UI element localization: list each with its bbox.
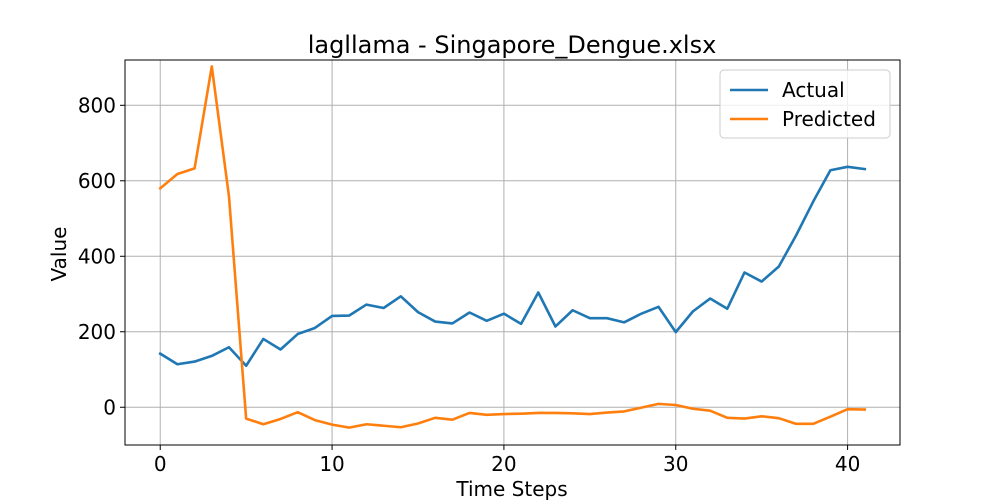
x-tick-label: 0 [154,452,167,476]
y-tick-label: 600 [78,169,116,193]
y-tick-label: 800 [78,93,116,117]
legend: Actual Predicted [719,69,891,139]
x-tick-label: 20 [491,452,516,476]
x-tick-label: 10 [319,452,344,476]
legend-label-actual: Actual [782,78,845,102]
chart-title: lagllama - Singapore_Dengue.xlsx [308,31,717,59]
series-lines [158,65,867,429]
x-axis-label: Time Steps [455,477,567,500]
plot-frame [124,59,901,446]
y-axis-label: Value [47,227,71,282]
x-tick-label: 30 [663,452,688,476]
series-line-actual [158,165,867,368]
legend-box [719,69,891,139]
x-tick-label: 40 [835,452,860,476]
y-tick-label: 400 [78,244,116,268]
series-line-predicted [158,65,867,429]
legend-label-predicted: Predicted [782,107,876,131]
y-tick-label: 0 [103,395,116,419]
y-tick-label: 200 [78,320,116,344]
